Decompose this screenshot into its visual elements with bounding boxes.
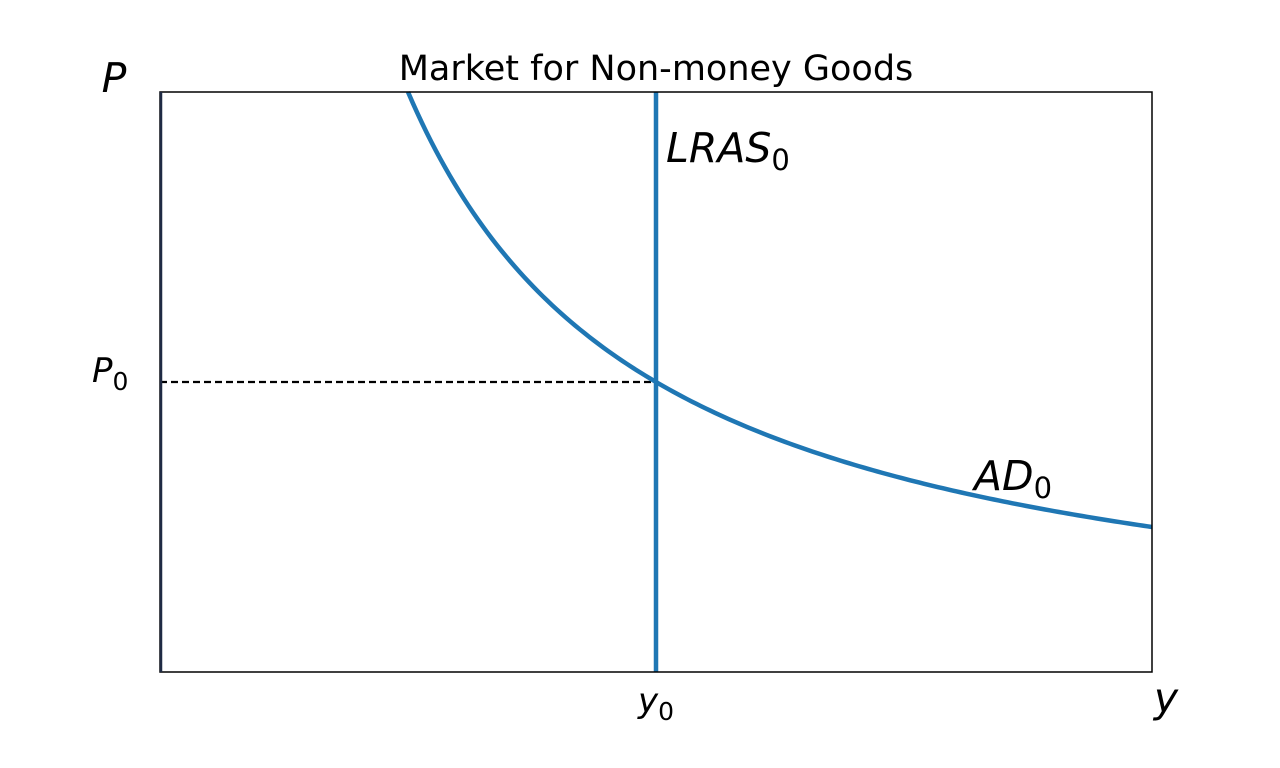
x-tick-label-y0: y0 <box>637 681 674 726</box>
y-tick-label-base: P <box>92 351 113 391</box>
x-tick-label-subscript: 0 <box>658 697 674 726</box>
y-tick-label-subscript: 0 <box>113 367 129 396</box>
x-tick-label-base: y <box>637 681 659 721</box>
ad-label-subscript: 0 <box>1034 471 1052 505</box>
lras-label-base: LRAS <box>666 124 771 172</box>
ad-label-base: AD <box>971 452 1034 500</box>
lras-curve-label: LRAS0 <box>666 124 790 177</box>
y-axis-label: P <box>102 54 127 102</box>
lras-label-subscript: 0 <box>771 143 789 177</box>
y-tick-label-p0: P0 <box>92 351 128 396</box>
ad-curve <box>405 91 1153 530</box>
ad-curve-label: AD0 <box>971 452 1052 505</box>
chart-title: Market for Non-money Goods <box>399 49 914 89</box>
x-axis-label: y <box>1152 674 1179 722</box>
